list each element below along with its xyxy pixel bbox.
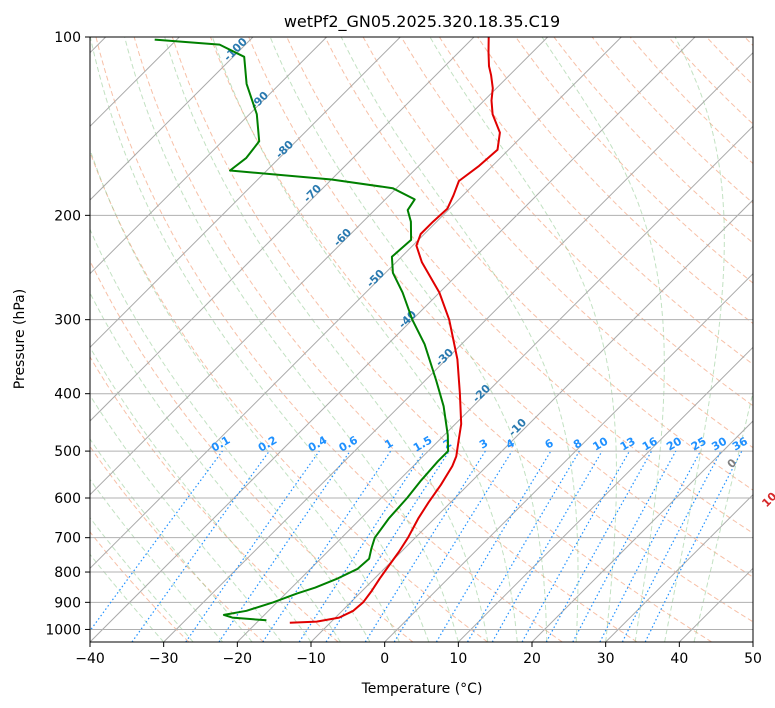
isotherm — [90, 37, 254, 201]
mixing-ratio-line — [90, 450, 223, 632]
isotherm — [90, 37, 696, 642]
dry-adiabat — [553, 37, 753, 244]
dry-adiabat — [171, 37, 712, 642]
isotherm — [384, 272, 753, 642]
background-lines — [90, 37, 753, 642]
moist-adiabat — [90, 37, 430, 642]
dry-adiabat — [324, 37, 753, 491]
moist-adiabat — [90, 228, 371, 642]
x-tick-label: 0 — [380, 651, 389, 667]
mixing-ratio-line — [218, 450, 351, 642]
profiles — [154, 37, 501, 624]
chart-title: wetPf2_GN05.2025.320.18.35.C19 — [284, 12, 560, 32]
isotherm — [236, 125, 753, 642]
mixing-ratio-line — [325, 450, 450, 642]
mixing-ratio-line — [393, 450, 513, 642]
mixing-ratio-line — [521, 450, 631, 642]
mixing-ratio-line — [466, 450, 580, 642]
moist-adiabat — [124, 37, 459, 642]
isotherm — [90, 37, 328, 275]
isotherm — [90, 37, 401, 349]
x-tick-label: 10 — [449, 651, 467, 667]
y-tick-label: 400 — [54, 387, 81, 403]
mixing-ratio-line — [131, 450, 270, 642]
axis-ticks: −40 −30 −20 −10 0 10 20 30 40 50 100 200 300 400 500 60… — [45, 30, 762, 667]
x-axis-label: Temperature (°C) — [361, 681, 483, 697]
moist-adiabat — [90, 438, 253, 642]
mixing-ratio-line — [572, 450, 677, 642]
x-tick-label: −30 — [149, 651, 179, 667]
plot-frame — [89, 36, 754, 643]
isotherm — [310, 199, 753, 642]
moist-adiabat — [90, 478, 223, 642]
dry-adiabat — [591, 37, 753, 204]
mixing-ratio-line — [435, 450, 552, 642]
dry-adiabat — [95, 37, 563, 642]
mixing-ratio-line — [364, 450, 486, 642]
moist-adiabat — [211, 37, 518, 642]
y-tick-label: 300 — [54, 313, 81, 329]
mixing-ratio-line — [545, 450, 653, 642]
moist-adiabat — [90, 148, 400, 642]
moist-adiabat — [164, 37, 489, 642]
moist-adiabat — [429, 37, 617, 642]
isotherm — [90, 37, 475, 422]
y-tick-label: 200 — [54, 208, 81, 224]
y-tick-label: 700 — [54, 531, 81, 547]
x-tick-label: 20 — [523, 651, 541, 667]
dry-adiabat — [477, 37, 753, 325]
x-tick-label: −20 — [223, 651, 253, 667]
dewpoint-profile — [154, 38, 450, 622]
isotherm — [457, 346, 753, 642]
dry-adiabat — [90, 150, 488, 642]
x-tick-label: 30 — [597, 651, 615, 667]
moist-adiabat — [664, 37, 725, 642]
temperature-profile — [289, 37, 501, 624]
y-axis-label: Pressure (hPa) — [12, 289, 28, 389]
x-tick-label: 40 — [670, 651, 688, 667]
y-tick-label: 800 — [54, 565, 81, 581]
y-tick-label: 100 — [54, 30, 81, 46]
y-tick-label: 600 — [54, 491, 81, 507]
dry-adiabat — [210, 37, 753, 623]
moist-adiabat — [541, 37, 665, 642]
isotherm — [90, 37, 622, 570]
x-tick-label: 50 — [744, 651, 762, 667]
isotherm — [605, 493, 753, 642]
dry-adiabat — [286, 37, 753, 534]
y-tick-label: 900 — [54, 595, 81, 611]
isotherm — [531, 420, 753, 642]
dry-adiabat — [90, 259, 414, 642]
x-tick-label: −10 — [296, 651, 326, 667]
dry-adiabat — [133, 37, 638, 642]
y-tick-label: 1000 — [45, 622, 81, 638]
mixing-ratio-line — [185, 450, 320, 642]
moist-adiabat — [693, 390, 753, 642]
x-tick-label: −40 — [75, 651, 105, 667]
isotherm — [163, 51, 753, 642]
dry-adiabat — [90, 531, 190, 642]
isotherm — [90, 37, 549, 496]
dry-adiabat — [438, 37, 753, 365]
y-tick-label: 500 — [54, 444, 81, 460]
dry-adiabat — [400, 37, 753, 407]
moist-adiabat — [90, 394, 282, 642]
moist-adiabat — [340, 37, 579, 642]
dry-adiabat — [248, 37, 753, 578]
moist-adiabat — [90, 292, 341, 642]
mixing-ratio-line — [491, 450, 603, 642]
